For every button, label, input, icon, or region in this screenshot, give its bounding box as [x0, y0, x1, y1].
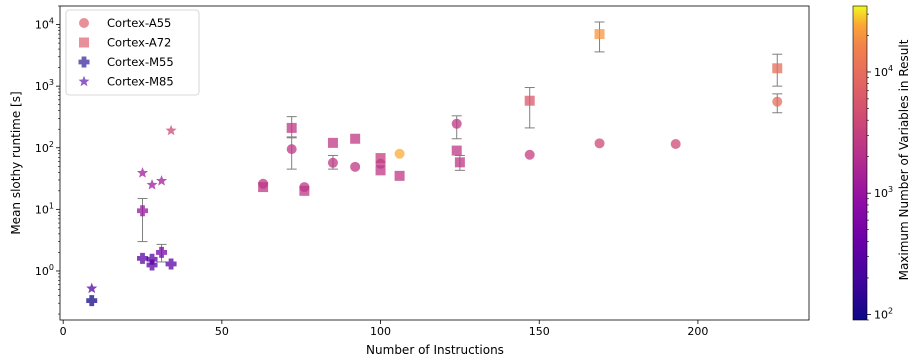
legend-marker: [78, 56, 90, 68]
data-point: [375, 165, 386, 176]
data-point: [454, 157, 465, 168]
y-tick-label: 100: [35, 263, 54, 278]
data-point: [165, 124, 177, 136]
data-point: [594, 138, 605, 149]
data-point: [165, 258, 177, 270]
data-point: [137, 167, 149, 178]
data-point: [137, 252, 149, 264]
y-axis-ticks: 100 101 102 103 104: [35, 5, 60, 315]
data-point: [146, 259, 158, 271]
data-point: [137, 205, 149, 217]
x-tick-label: 150: [529, 325, 550, 338]
data-points: [86, 29, 783, 307]
legend-marker: [79, 18, 89, 28]
legend-label: Cortex-M55: [107, 55, 174, 69]
legend: Cortex-A55 Cortex-A72 Cortex-M55 Cortex-M85: [65, 9, 200, 96]
data-point: [86, 295, 98, 307]
data-point: [286, 122, 297, 133]
x-axis-label: Number of Instructions: [366, 343, 504, 357]
error-bars: [137, 21, 783, 263]
data-point: [146, 179, 158, 190]
colorbar-label: Maximum Number of Variables in Result: [897, 39, 911, 280]
data-point: [299, 185, 310, 196]
data-point: [451, 145, 462, 156]
legend-marker: [78, 75, 90, 87]
data-point: [394, 148, 405, 159]
data-point: [772, 96, 783, 107]
data-point: [594, 29, 605, 40]
data-point: [524, 95, 535, 106]
data-point: [146, 253, 158, 265]
colorbar-gradient: [852, 5, 868, 321]
data-point: [258, 182, 269, 193]
data-point: [350, 161, 361, 172]
data-point: [350, 133, 361, 144]
colorbar-tick-label: 104: [874, 64, 893, 79]
y-tick-label: 101: [35, 201, 54, 216]
data-point: [524, 149, 535, 160]
data-point: [772, 63, 783, 74]
colorbar-tick-label: 102: [874, 306, 893, 321]
plot-frame: [59, 5, 810, 321]
y-tick-label: 102: [35, 140, 54, 155]
x-axis-ticks: 0 50 100 150 200: [60, 320, 708, 338]
data-point: [327, 157, 338, 168]
x-tick-label: 200: [687, 325, 708, 338]
y-tick-label: 104: [35, 17, 54, 32]
x-tick-label: 0: [60, 325, 67, 338]
legend-label: Cortex-A55: [107, 16, 171, 30]
y-axis-label: Mean slothy runtime [s]: [9, 91, 23, 234]
colorbar-ticks: 102 103 104: [867, 13, 893, 321]
x-tick-label: 100: [370, 325, 391, 338]
data-point: [86, 282, 98, 294]
legend-box: [65, 9, 200, 96]
data-point: [394, 170, 405, 181]
legend-marker: [79, 37, 89, 48]
data-point: [670, 139, 681, 150]
data-point: [451, 118, 462, 129]
legend-label: Cortex-A72: [107, 36, 171, 50]
data-point: [327, 137, 338, 148]
y-tick-label: 103: [35, 78, 54, 93]
legend-label: Cortex-M85: [107, 75, 174, 89]
data-point: [375, 153, 386, 164]
colorbar: 102 103 104 Maximum Number of Variables in…: [852, 5, 911, 321]
data-point: [156, 246, 168, 258]
colorbar-tick-label: 103: [874, 185, 893, 200]
x-tick-label: 50: [215, 325, 229, 338]
data-point: [286, 144, 297, 155]
data-point: [156, 175, 168, 186]
